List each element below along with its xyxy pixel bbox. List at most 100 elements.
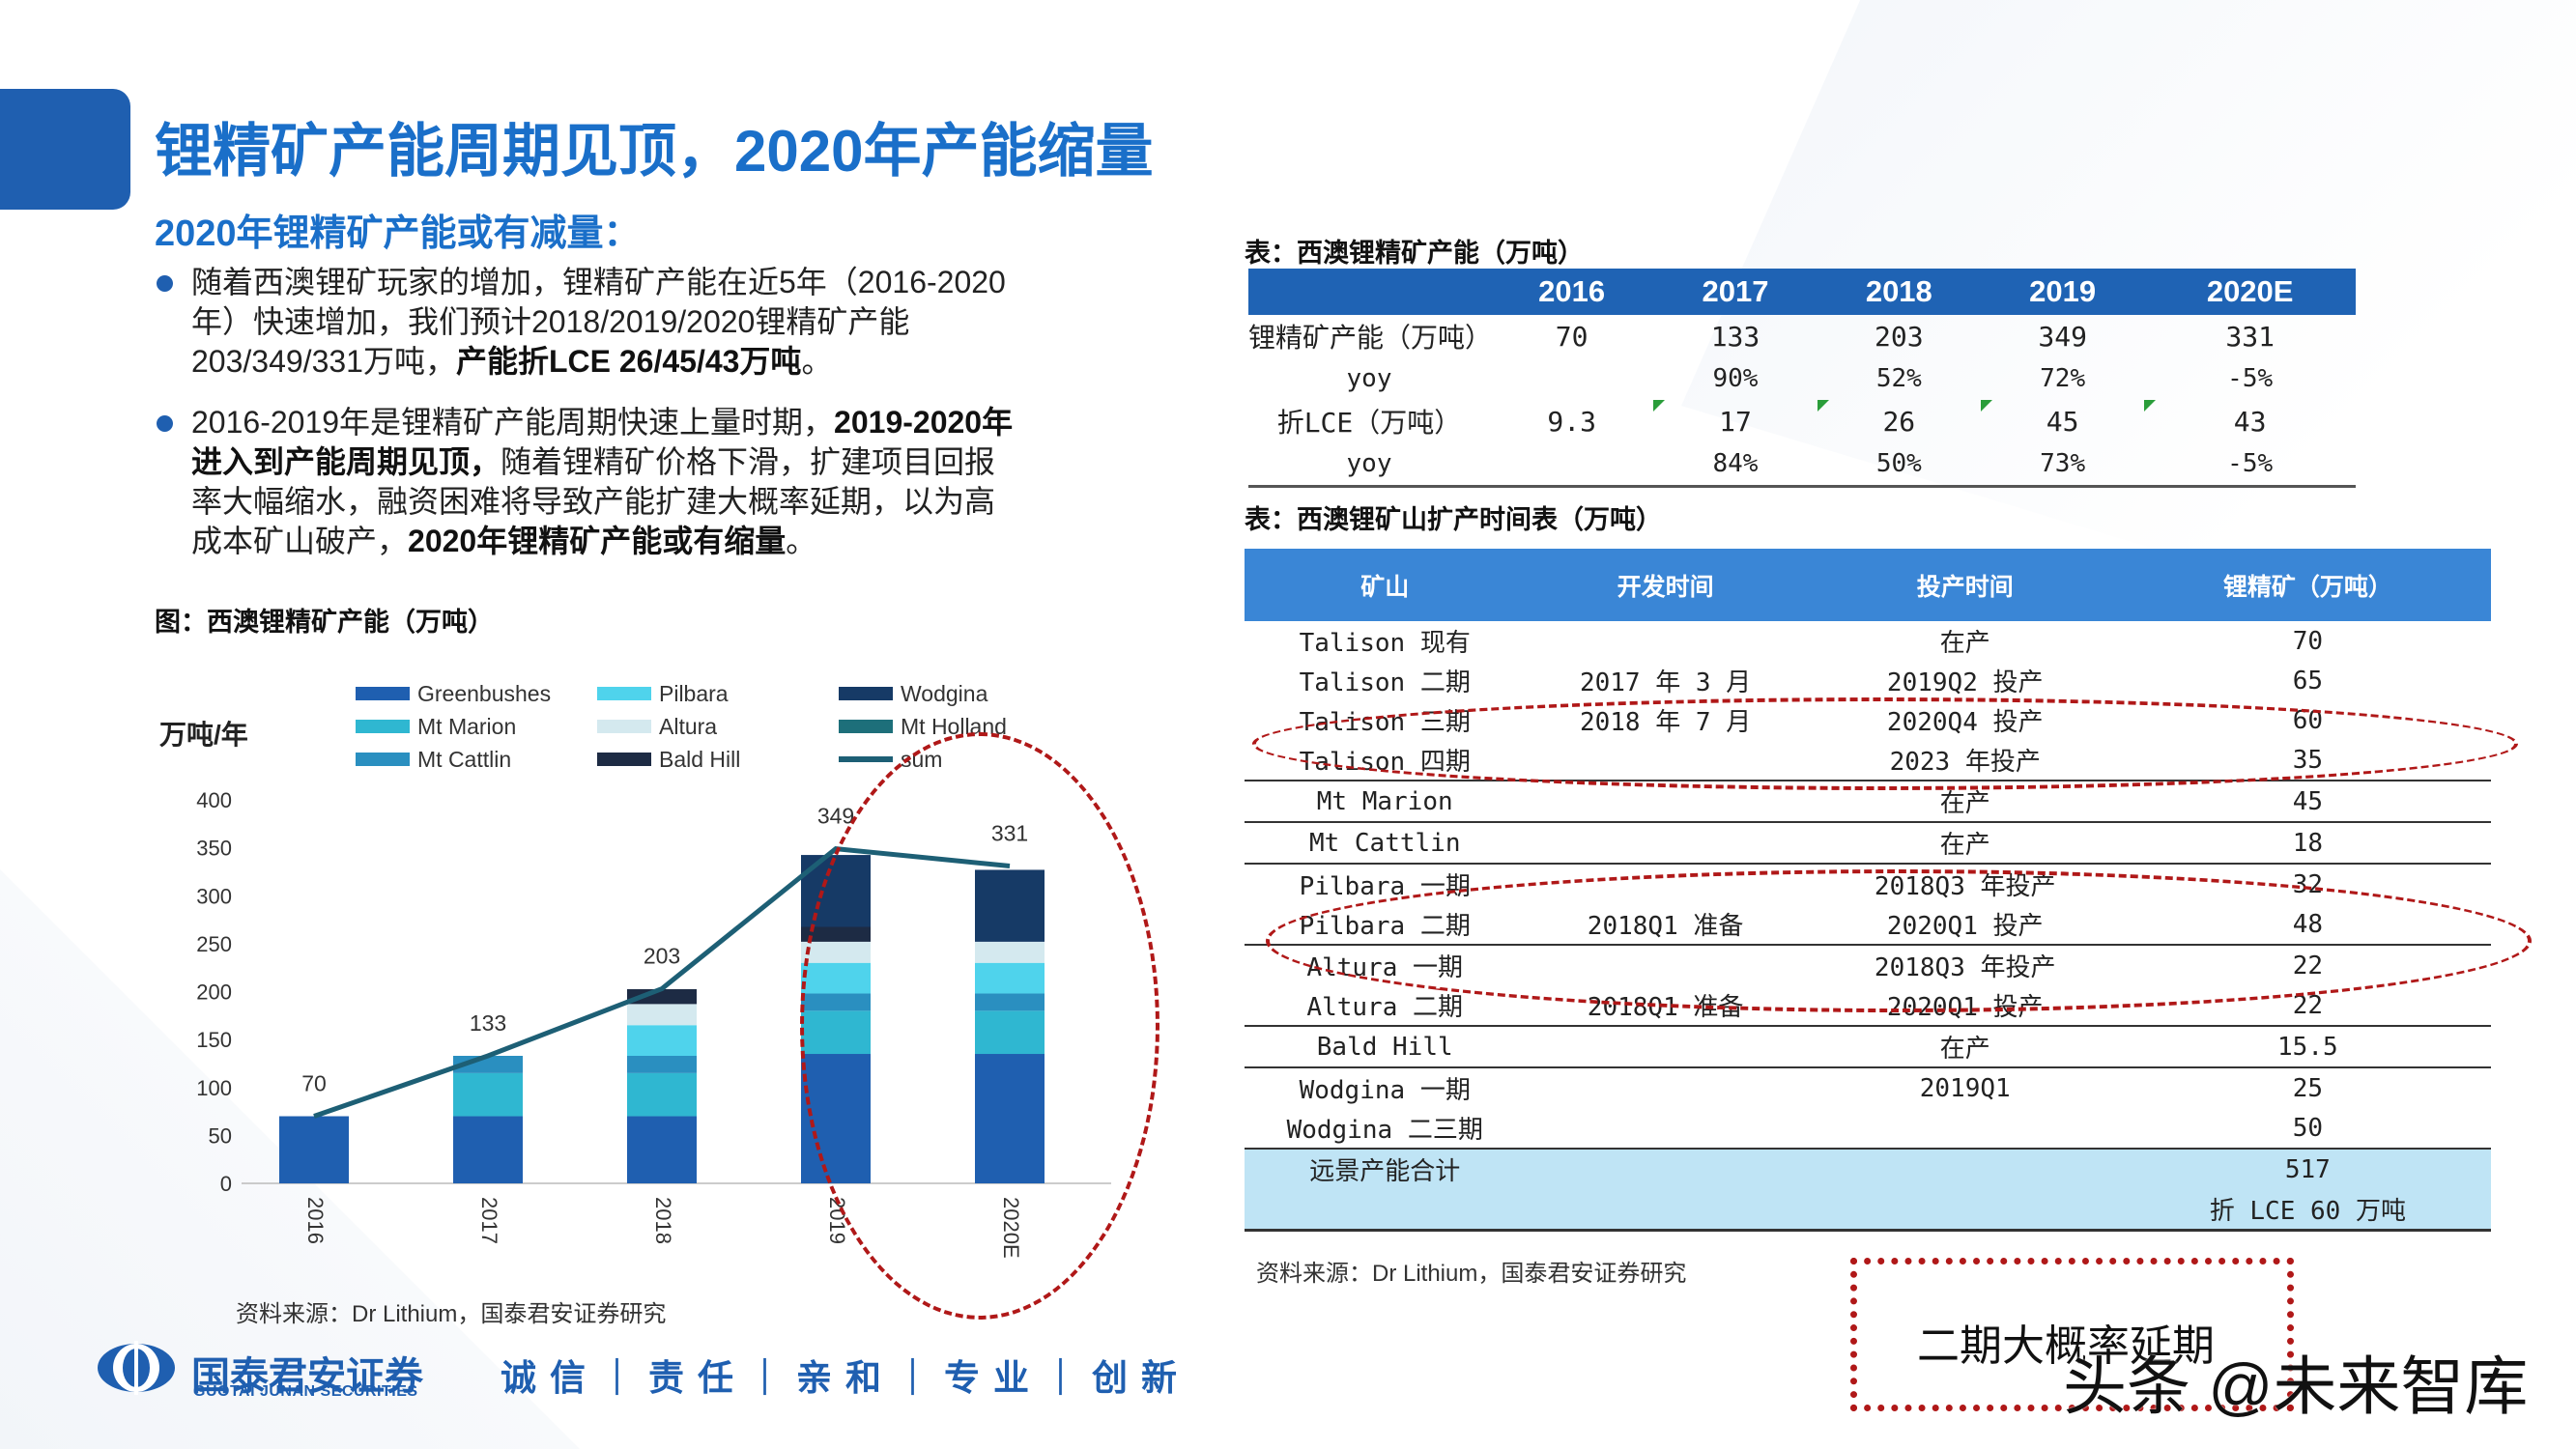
table-cell: 65 <box>2292 666 2323 696</box>
x-tick-label: 2017 <box>477 1197 501 1244</box>
table-cell: 45 <box>1980 400 2144 442</box>
table-cell: 2018Q1 准备 <box>1587 912 1744 941</box>
table-cell: 折 LCE 60 万吨 <box>2124 1189 2491 1232</box>
company-logo-icon <box>98 1341 175 1395</box>
table-cell: 2023 年投产 <box>1889 748 2041 777</box>
bar-segment <box>801 926 871 942</box>
table-cell <box>1525 863 1806 904</box>
table-cell <box>1525 821 1806 864</box>
table-header-cell: 2020E <box>2144 269 2356 315</box>
table-row: Talison 四期 2023 年投产 35 <box>1245 740 2491 781</box>
table-header-cell: 2018 <box>1817 269 1981 315</box>
table-cell: 70 <box>2292 626 2323 656</box>
table-cell: Altura 二期 <box>1306 993 1463 1022</box>
page-title: 锂精矿产能周期见顶，2020年产能缩量 <box>155 119 1154 184</box>
table-cell <box>1525 944 1806 985</box>
table-cell <box>1525 1025 1806 1067</box>
table-cell: 2020Q1 投产 <box>1886 912 2044 941</box>
table-cell: 331 <box>2225 320 2275 353</box>
table-cell <box>1525 1066 1806 1108</box>
capacity-table: 2016 2017 2018 2019 2020E 锂精矿产能（万吨） 70 133 203 3… <box>1248 269 2356 488</box>
title-corner-block <box>0 89 130 210</box>
table-cell: 2018Q3 年投产 <box>1805 944 2125 985</box>
y-tick-label: 200 <box>196 980 232 1005</box>
sum-line <box>313 846 1011 1119</box>
legend-swatch <box>356 687 410 700</box>
bullet-text: 。 <box>801 344 833 379</box>
legend-swatch <box>839 720 893 733</box>
table-header-row: 矿山 开发时间 投产时间 锂精矿（万吨） <box>1245 549 2491 621</box>
legend-label: Greenbushes <box>417 681 551 706</box>
table-cell: 50 <box>2292 1113 2323 1143</box>
table-header-blank <box>1248 269 1490 315</box>
table-row: Bald Hill 在产 15.5 <box>1245 1025 2491 1067</box>
legend-label: Mt Marion <box>417 714 516 739</box>
table-row: Talison 三期 2018 年 7 月 2020Q4 投产 60 <box>1245 700 2491 740</box>
bar-segment <box>975 962 1045 994</box>
annotation-box: 二期大概率延期 <box>1850 1258 2294 1411</box>
y-tick-label: 250 <box>196 932 232 956</box>
stacked-bar-chart: 万吨/年 0 50 100 150 200 250 300 350 400 2016 2017 2018… <box>159 681 1111 1259</box>
table-cell: Wodgina 一期 <box>1245 1066 1526 1108</box>
table-row: Altura 一期 2018Q3 年投产 22 <box>1245 944 2491 985</box>
company-name-en: GUOTAI JUNAN SECURITIES <box>193 1383 418 1400</box>
bar-segment <box>975 1054 1045 1183</box>
table-cell <box>1490 357 1653 400</box>
x-tick-label: 2018 <box>651 1197 675 1244</box>
bullet-text: 2016-2019年是锂精矿产能周期快速上量时期， <box>191 405 835 440</box>
legend-swatch <box>597 753 651 766</box>
bar-segment <box>627 1004 697 1026</box>
table-header-cell: 2016 <box>1490 269 1654 315</box>
y-tick-label: 300 <box>196 884 232 908</box>
bar-segment <box>279 1116 349 1183</box>
y-tick-label: 100 <box>196 1076 232 1100</box>
bullet-dot-icon <box>157 415 173 432</box>
table-cell: 73% <box>1980 442 2145 488</box>
figure-caption: 图：西澳锂精矿产能（万吨） <box>155 608 494 637</box>
table-row: 锂精矿产能（万吨） 70 133 203 349 331 <box>1248 315 2356 357</box>
table-header-cell: 矿山 <box>1245 549 1526 621</box>
y-tick-label: 350 <box>196 837 232 861</box>
bullet-text: 。 <box>786 524 817 558</box>
table-header-cell: 2017 <box>1653 269 1818 315</box>
table-cell: 22 <box>2124 944 2491 985</box>
bar-segment <box>801 1010 871 1055</box>
row-header-cell: 锂精矿产能（万吨） <box>1248 322 1493 354</box>
table-cell: Pilbara 一期 <box>1245 863 1526 904</box>
table-row: Talison 现有 在产 70 <box>1245 621 2491 661</box>
bar-segment <box>801 962 871 994</box>
table-header-cell: 投产时间 <box>1805 549 2125 621</box>
table-row: Pilbara 一期 2018Q3 年投产 32 <box>1245 863 2491 904</box>
data-label: 349 <box>817 804 854 829</box>
table-row: yoy 84% 50% 73% -5% <box>1248 442 2356 488</box>
bar-segment <box>627 1072 697 1117</box>
table-cell: 2018Q1 准备 <box>1587 993 1744 1022</box>
bullet-text: 随着西澳锂矿玩家的增加，锂精矿产能在近5年（2016-2020年）快速增加，我们… <box>191 265 1006 379</box>
table-cell: 15.5 <box>2124 1025 2491 1067</box>
legend-swatch <box>597 720 651 733</box>
table-cell: 2019Q1 <box>1805 1066 2125 1108</box>
table-cell: Bald Hill <box>1245 1025 1526 1067</box>
legend-label: Mt Holland <box>901 714 1007 739</box>
table-cell: 72% <box>2040 364 2086 393</box>
table-cell: 43 <box>2144 400 2356 442</box>
legend-swatch <box>839 687 893 700</box>
table-cell <box>1245 1189 1526 1232</box>
y-tick-label: 50 <box>209 1123 232 1148</box>
table-cell <box>1525 1189 1806 1232</box>
row-header-cell: 折LCE（万吨） <box>1276 407 1462 439</box>
table-cell: 70 <box>1555 320 1589 353</box>
bar-segment <box>453 1072 523 1117</box>
table-header-cell: 开发时间 <box>1525 549 1806 621</box>
table-cell: 90% <box>1712 364 1759 393</box>
table-cell: 22 <box>2292 990 2323 1020</box>
table-cell: 25 <box>2124 1066 2491 1108</box>
table-cell: 在产 <box>1805 780 2125 822</box>
table-cell: Wodgina 二三期 <box>1286 1116 1483 1145</box>
bullet-bold-text: 2020年锂精矿产能或有缩量 <box>408 524 787 558</box>
bar-segment <box>801 941 871 963</box>
table-header-cell: 锂精矿（万吨） <box>2124 549 2491 621</box>
bar-segment <box>627 1116 697 1183</box>
legend-label: Bald Hill <box>659 747 740 772</box>
data-label: 203 <box>644 944 680 969</box>
